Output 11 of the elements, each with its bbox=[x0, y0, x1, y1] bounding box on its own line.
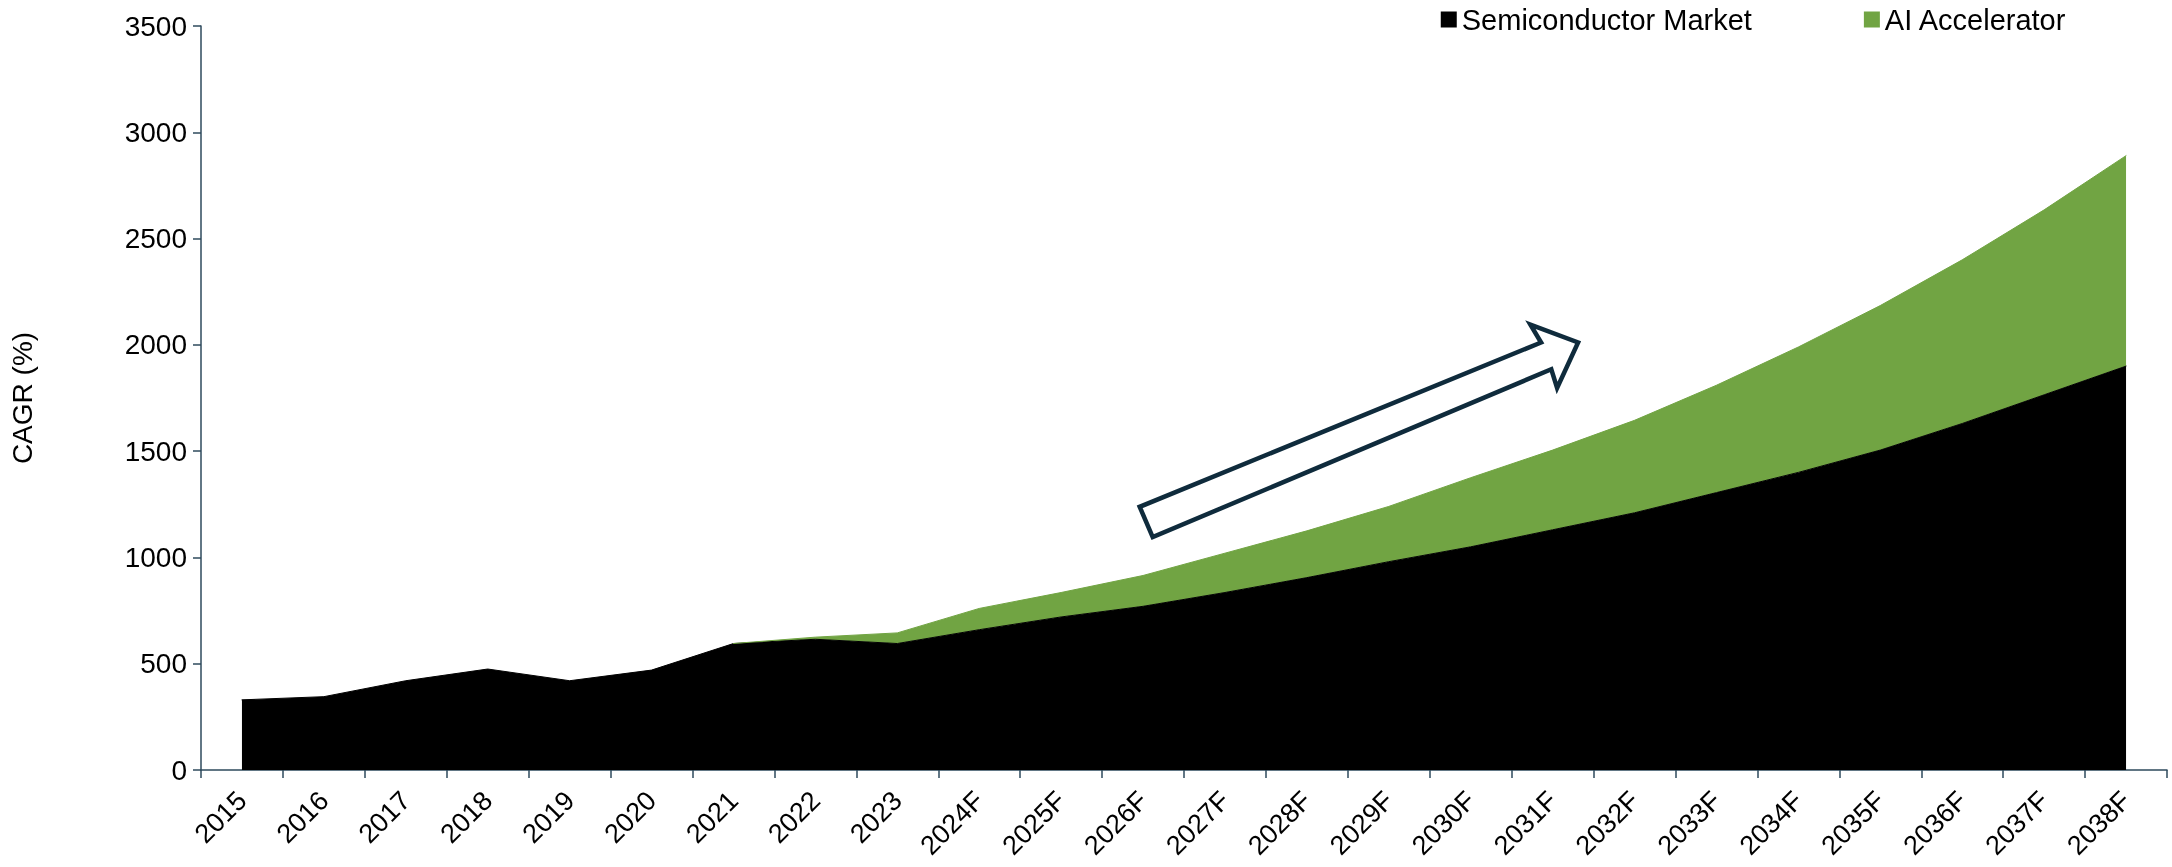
y-tick-label: 2000 bbox=[124, 329, 187, 361]
legend-label: Semiconductor Market bbox=[1461, 3, 1752, 36]
legend-label: AI Accelerator bbox=[1884, 3, 2066, 36]
y-tick-label: 3000 bbox=[124, 116, 187, 148]
y-tick-label: 500 bbox=[140, 648, 187, 680]
y-tick-label: 1000 bbox=[124, 541, 187, 573]
y-tick-label: 0 bbox=[171, 754, 187, 786]
y-tick-label: 3500 bbox=[124, 10, 187, 42]
y-tick-label: 2500 bbox=[124, 223, 187, 255]
y-tick-label: 1500 bbox=[124, 435, 187, 467]
y-axis-title: CAGR (%) bbox=[6, 331, 38, 465]
